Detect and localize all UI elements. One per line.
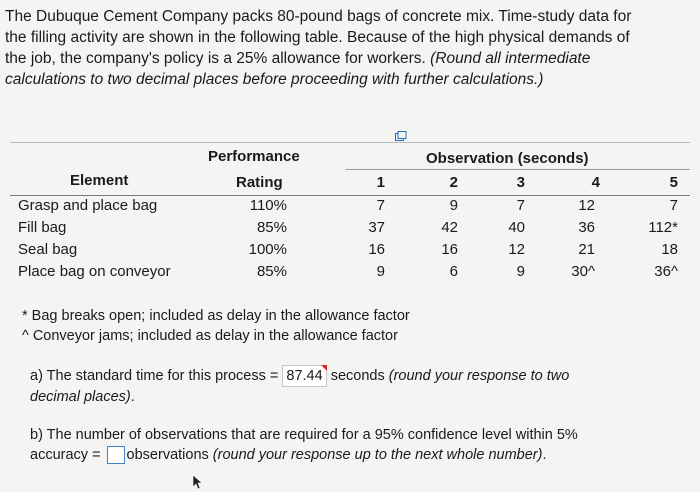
answer-flag-icon — [320, 365, 327, 371]
question-b-instruction: (round your response up to the next whol… — [212, 447, 543, 463]
question-b-unit: observations — [126, 447, 213, 463]
row-4-obs-5: 36^ — [654, 263, 678, 280]
row-2-obs-2: 42 — [441, 219, 458, 236]
copy-table-icon[interactable] — [395, 131, 407, 141]
mouse-pointer-icon — [192, 474, 203, 490]
time-study-table: Performance Observation (seconds) Elemen… — [0, 130, 700, 290]
question-a-instruction-2: decimal places) — [30, 389, 131, 405]
row-1-element: Grasp and place bag — [18, 197, 158, 214]
question-a: a) The standard time for this process = … — [30, 365, 670, 407]
question-a-instruction: (round your response to two — [388, 368, 570, 384]
row-1-obs-3: 7 — [516, 197, 525, 214]
row-1-obs-2: 9 — [449, 197, 458, 214]
problem-statement: The Dubuque Cement Company packs 80-poun… — [5, 6, 695, 90]
row-1-obs-5: 7 — [669, 197, 678, 214]
header-observation: Observation (seconds) — [426, 150, 589, 167]
row-4-obs-4: 30^ — [571, 263, 595, 280]
footnote-star: * Bag breaks open; included as delay in … — [22, 308, 410, 324]
row-2-obs-3: 40 — [508, 219, 525, 236]
row-2-obs-4: 36 — [578, 219, 595, 236]
question-a-prefix: a) The standard time for this process = — [30, 368, 283, 384]
question-a-unit: seconds — [326, 368, 389, 384]
row-3-obs-4: 21 — [578, 241, 595, 258]
header-obs-2: 2 — [449, 174, 458, 191]
row-3-rating: 100% — [248, 241, 287, 258]
row-2-element: Fill bag — [18, 219, 67, 236]
row-2-rating: 85% — [256, 219, 287, 236]
question-b-prefix: accuracy = — [30, 447, 105, 463]
observations-input[interactable] — [106, 446, 125, 465]
row-3-element: Seal bag — [18, 241, 78, 258]
standard-time-value: 87.44 — [286, 368, 323, 384]
row-4-obs-2: 6 — [449, 263, 458, 280]
row-3-obs-2: 16 — [441, 241, 458, 258]
row-1-rating: 110% — [249, 197, 287, 214]
header-obs-3: 3 — [516, 174, 525, 191]
row-1-obs-1: 7 — [376, 197, 385, 214]
observation-header-rule — [346, 169, 690, 170]
problem-line-2: the filling activity are shown in the fo… — [5, 29, 630, 46]
problem-line-3: the job, the company's policy is a 25% a… — [5, 48, 695, 69]
question-b-period: . — [542, 447, 547, 463]
table-header-rule — [10, 195, 690, 196]
row-4-obs-3: 9 — [516, 263, 525, 280]
row-2-obs-5: 112* — [648, 219, 678, 236]
row-1-obs-4: 12 — [578, 197, 595, 214]
question-a-period: . — [130, 389, 135, 405]
row-3-obs-5: 18 — [661, 241, 678, 258]
question-b-line-2: accuracy = observations (round your resp… — [30, 445, 670, 465]
problem-line-3-instruction: (Round all intermediate — [430, 50, 591, 67]
table-top-rule — [10, 142, 690, 143]
standard-time-answer[interactable]: 87.44 — [282, 365, 327, 387]
header-element: Element — [70, 172, 129, 189]
question-b-line-1: b) The number of observations that are r… — [30, 427, 578, 443]
row-4-element: Place bag on conveyor — [18, 263, 171, 280]
footnote-caret: ^ Conveyor jams; included as delay in th… — [22, 328, 398, 344]
header-performance: Performance — [208, 148, 300, 165]
problem-line-4: calculations to two decimal places befor… — [5, 71, 544, 88]
header-rating: Rating — [236, 174, 283, 191]
question-b: b) The number of observations that are r… — [30, 425, 670, 465]
row-3-obs-3: 12 — [508, 241, 525, 258]
problem-line-1: The Dubuque Cement Company packs 80-poun… — [5, 8, 632, 25]
row-4-rating: 85% — [256, 263, 287, 280]
header-obs-4: 4 — [591, 174, 600, 191]
row-3-obs-1: 16 — [368, 241, 385, 258]
header-obs-1: 1 — [376, 174, 385, 191]
row-4-obs-1: 9 — [376, 263, 385, 280]
row-2-obs-1: 37 — [368, 219, 385, 236]
header-obs-5: 5 — [669, 174, 678, 191]
table-footnotes: * Bag breaks open; included as delay in … — [22, 306, 410, 346]
problem-line-3-text: the job, the company's policy is a 25% a… — [5, 50, 431, 67]
